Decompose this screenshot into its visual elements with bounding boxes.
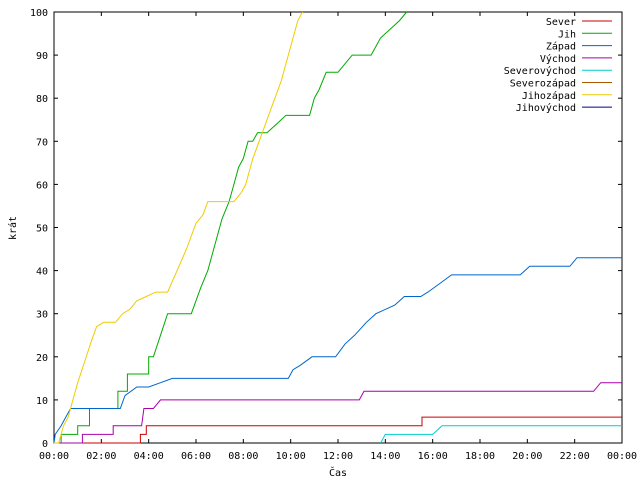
x-tick-label: 10:00	[276, 451, 306, 462]
y-tick-label: 100	[30, 8, 48, 19]
series-line-Sever	[54, 416, 622, 444]
legend-label: Východ	[540, 53, 576, 65]
x-tick-label: 14:00	[370, 451, 400, 462]
x-tick-label: 20:00	[512, 451, 542, 462]
y-axis-label: krát	[7, 216, 19, 240]
x-tick-label: 08:00	[228, 451, 258, 462]
x-tick-label: 18:00	[465, 451, 495, 462]
series-group	[53, 11, 622, 444]
legend-label: Západ	[546, 41, 576, 53]
x-tick-label: 22:00	[560, 451, 590, 462]
x-tick-label: 00:00	[39, 451, 69, 462]
legend-label: Sever	[546, 17, 576, 28]
y-tick-label: 10	[36, 396, 48, 407]
series-line-Severovýchod	[380, 425, 622, 444]
x-tick-label: 04:00	[134, 451, 164, 462]
y-tick-label: 50	[36, 224, 48, 235]
legend: SeverJihZápadVýchodSeverovýchodSeverozáp…	[504, 17, 612, 114]
y-tick-label: 80	[36, 94, 48, 105]
series-line-Východ	[54, 382, 622, 444]
y-tick-label: 40	[36, 267, 48, 278]
x-tick-label: 12:00	[323, 451, 353, 462]
legend-label: Severozápad	[510, 78, 576, 90]
legend-label: Jih	[558, 29, 576, 40]
x-tick-label: 00:00	[607, 451, 637, 462]
series-line-Jihozápad	[54, 11, 303, 444]
legend-label: Severovýchod	[504, 65, 576, 77]
legend-label: Jihozápad	[522, 90, 576, 102]
legend-label: Jihovýchod	[516, 102, 576, 114]
y-tick-label: 30	[36, 310, 48, 321]
x-tick-label: 02:00	[86, 451, 116, 462]
y-tick-label: 60	[36, 180, 48, 191]
x-axis-label: Čas	[329, 466, 347, 479]
x-tick-label: 06:00	[181, 451, 211, 462]
y-tick-label: 0	[42, 439, 48, 450]
y-tick-label: 70	[36, 137, 48, 148]
x-tick-label: 16:00	[418, 451, 448, 462]
y-tick-label: 90	[36, 51, 48, 62]
y-tick-label: 20	[36, 353, 48, 364]
axis-ticks: 00:00 02:00 04:00 06:00 08:00 10:00 12:00 14:00…	[30, 8, 637, 462]
series-line-Západ	[53, 257, 622, 444]
